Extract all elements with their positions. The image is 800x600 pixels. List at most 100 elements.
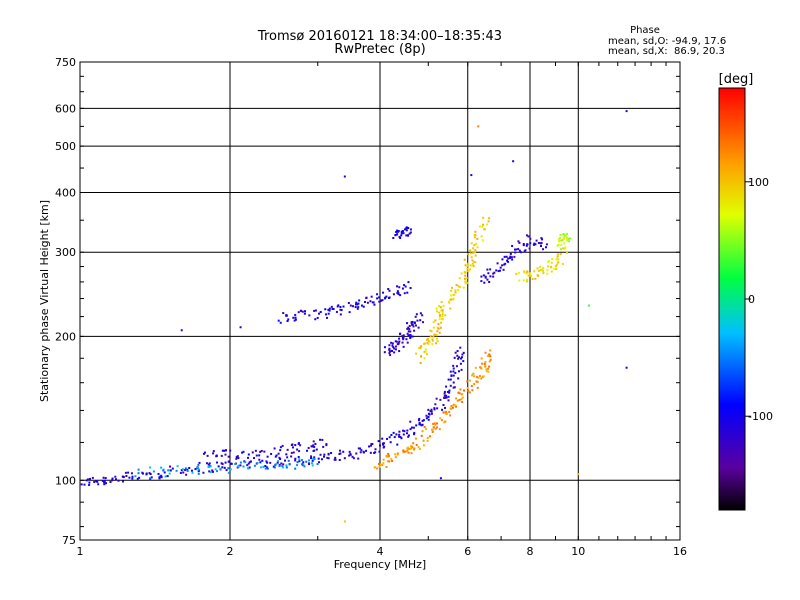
data-point — [276, 461, 279, 464]
data-point — [339, 452, 342, 455]
data-point — [205, 462, 208, 465]
data-point — [370, 295, 373, 298]
data-point — [219, 467, 222, 470]
data-point — [407, 227, 410, 230]
data-point — [298, 460, 301, 463]
data-point — [158, 477, 161, 480]
data-point — [278, 464, 281, 467]
data-point — [524, 249, 527, 252]
data-point — [208, 470, 211, 473]
data-point — [388, 289, 391, 292]
data-point — [447, 399, 450, 402]
data-point — [241, 451, 244, 454]
data-point — [435, 397, 438, 400]
data-point — [285, 314, 288, 317]
data-point — [565, 251, 568, 254]
data-point — [474, 254, 477, 257]
data-point — [366, 301, 369, 304]
data-point — [472, 251, 475, 254]
data-point — [312, 444, 315, 447]
data-point — [427, 342, 430, 345]
data-point — [423, 425, 426, 428]
data-point — [438, 305, 441, 308]
data-point — [111, 477, 114, 480]
data-point — [528, 272, 531, 275]
data-point — [398, 337, 401, 340]
data-point — [529, 273, 532, 276]
data-point — [392, 431, 395, 434]
data-point — [522, 244, 525, 247]
data-point — [473, 383, 476, 386]
data-point — [518, 279, 521, 282]
data-point — [279, 321, 282, 324]
data-point — [431, 338, 434, 341]
data-point — [464, 274, 467, 277]
data-point — [458, 398, 461, 401]
data-point — [474, 230, 477, 233]
data-point — [342, 305, 345, 308]
data-point — [383, 346, 386, 349]
data-point — [450, 289, 453, 292]
data-point — [456, 399, 459, 402]
data-point — [480, 377, 483, 380]
data-point — [421, 430, 424, 433]
data-point — [459, 346, 462, 349]
data-point — [117, 479, 120, 482]
data-point — [211, 470, 214, 473]
data-point — [263, 450, 266, 453]
data-point — [525, 234, 528, 237]
data-point — [255, 454, 258, 457]
data-point — [451, 406, 454, 409]
data-point — [476, 237, 479, 240]
data-point — [449, 378, 452, 381]
data-point — [445, 385, 448, 388]
data-point — [164, 475, 167, 478]
data-point — [394, 234, 397, 237]
data-point — [402, 334, 405, 337]
data-point — [396, 285, 399, 288]
data-point — [358, 299, 361, 302]
data-point — [415, 324, 418, 327]
data-point — [487, 355, 490, 358]
data-point — [369, 300, 372, 303]
data-point — [355, 452, 358, 455]
data-point — [437, 327, 440, 330]
data-point — [391, 460, 394, 463]
data-point — [86, 478, 89, 481]
data-point — [188, 466, 191, 469]
data-point — [355, 301, 358, 304]
data-point — [466, 281, 469, 284]
data-point — [438, 315, 441, 318]
data-point — [406, 449, 409, 452]
data-point — [488, 217, 491, 220]
data-point — [458, 277, 461, 280]
data-point — [285, 466, 288, 469]
data-point — [163, 471, 166, 474]
data-point — [515, 272, 518, 275]
data-point — [186, 468, 189, 471]
data-point — [299, 444, 302, 447]
data-point — [186, 469, 189, 472]
data-point — [130, 472, 133, 475]
x-tick-label: 8 — [527, 545, 534, 558]
data-point — [482, 216, 485, 219]
data-point — [454, 291, 457, 294]
data-point — [401, 230, 404, 233]
data-point — [448, 410, 451, 413]
data-point — [497, 270, 500, 273]
data-point — [509, 255, 512, 258]
data-point — [348, 454, 351, 457]
data-point — [137, 472, 140, 475]
data-point — [520, 251, 523, 254]
data-point — [127, 471, 130, 474]
data-point — [306, 449, 309, 452]
data-point — [378, 300, 381, 303]
data-point — [396, 452, 399, 455]
data-point — [513, 248, 516, 251]
data-point — [408, 447, 411, 450]
data-point — [296, 448, 299, 451]
data-point — [387, 454, 390, 457]
data-point — [560, 244, 563, 247]
data-point — [260, 449, 263, 452]
data-point — [407, 326, 410, 329]
